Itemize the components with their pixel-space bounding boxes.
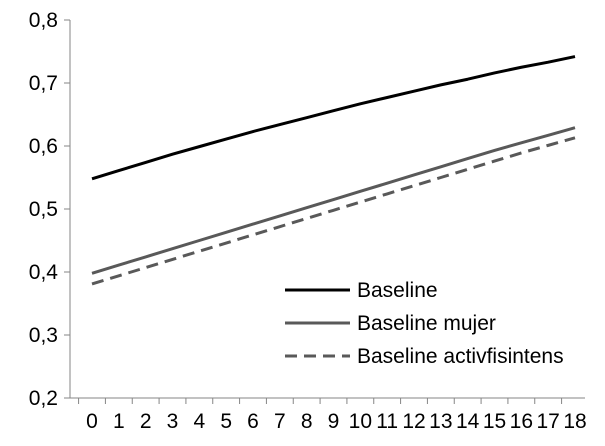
y-tick-label: 0,3: [29, 324, 58, 347]
x-tick-label: 15: [483, 410, 506, 433]
axes: 0,20,30,40,50,60,70,80 1 2 3 4 5 6 7 8 9 10 11 12 13 1…: [29, 9, 587, 433]
x-tick-label: 14: [456, 410, 480, 433]
legend-label: Baseline mujer: [357, 312, 496, 335]
x-tick-label: 16: [510, 410, 533, 433]
series-line: [91, 136, 576, 286]
x-tick-label: 12: [402, 410, 425, 433]
x-tick-label: 8: [301, 410, 313, 433]
x-tick-label: 1: [113, 410, 125, 433]
legend-label: Baseline activfisintens: [357, 345, 564, 368]
series-line: [91, 126, 576, 275]
x-tick-label: 11: [376, 410, 398, 433]
y-tick-label: 0,2: [29, 387, 58, 410]
legend-label: Baseline: [357, 279, 438, 302]
x-tick-label: 7: [274, 410, 286, 433]
x-tick-label: 9: [328, 410, 340, 433]
series-lines: [91, 55, 576, 286]
y-tick-label: 0,4: [29, 261, 59, 284]
legend: Baseline Baseline mujer Baseline activfisi…: [285, 279, 564, 368]
x-tick-label: 2: [140, 410, 152, 433]
y-tick-label: 0,7: [29, 72, 58, 95]
x-tick-label: 0: [86, 410, 98, 433]
x-tick-label: 5: [220, 410, 232, 433]
y-tick-label: 0,5: [29, 198, 58, 221]
series-line: [91, 55, 576, 181]
x-tick-label: 3: [167, 410, 179, 433]
x-tick-label: 18: [563, 410, 586, 433]
y-tick-label: 0,6: [29, 135, 58, 158]
y-tick-label: 0,8: [29, 9, 58, 32]
x-tick-label: 13: [429, 410, 452, 433]
x-tick-label: 6: [247, 410, 259, 433]
x-tick-label: 4: [193, 410, 205, 433]
x-tick-label: 10: [349, 410, 372, 433]
x-tick-label: 17: [536, 410, 559, 433]
